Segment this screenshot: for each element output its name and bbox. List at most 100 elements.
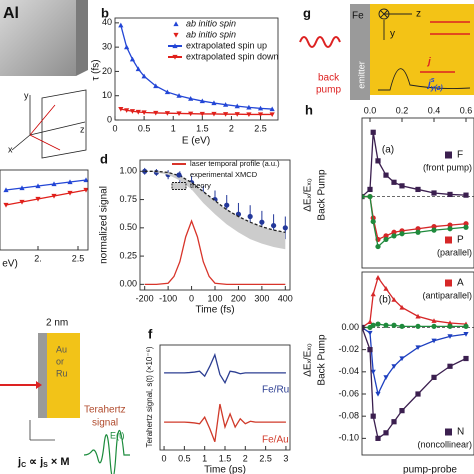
marker [211,111,217,117]
marker [51,181,57,187]
y-axis-label: Terahertz signal, s(t) (×10⁻⁶) [145,346,154,447]
legend-label: extrapolated spin down [186,51,279,61]
y-tick-label: -0.02 [338,344,359,354]
y-tick-label: 30 [102,42,112,52]
x-tick-label: 2.5 [72,253,85,263]
terahertz-label: Terahertz [84,405,126,416]
marker [391,233,397,239]
marker [246,112,252,118]
x-tick-label: 2 [229,123,234,133]
x-tick-label: 1 [202,453,207,463]
marker [173,21,179,27]
marker [399,231,405,237]
marker [415,186,421,193]
plot-area [118,22,275,118]
marker [431,318,437,323]
plot-frame [361,271,474,456]
marker [124,108,130,113]
x-tick-label: 0 [112,123,117,133]
current-arrows [420,21,470,73]
plane [41,89,87,159]
marker [431,223,437,230]
marker [247,213,253,220]
panel-label: b [101,5,109,20]
marker [176,172,182,178]
plot-area [164,352,286,443]
js-label: js y(z) [426,77,443,92]
marker [399,323,405,329]
x-axis-label: pump-probe [403,465,457,474]
annotation: ΔEₓ/Eₓ₀ [303,178,314,212]
legend-label: laser temporal profile (a.u.) [190,159,280,168]
marker [447,226,453,232]
pump-pulse [299,36,341,48]
marker [415,313,421,319]
marker [431,190,437,196]
marker [141,110,147,116]
marker [383,430,389,436]
marker [463,332,469,337]
marker [172,43,178,49]
marker [257,105,264,111]
series-line [120,25,273,110]
y-tick-label: 40 [102,17,112,27]
marker [223,112,229,117]
y-tick-label: 0.25 [119,250,137,260]
legend-label: extrapolated spin up [186,40,267,50]
marker [375,435,381,441]
formula-part: ∝ [26,456,40,468]
marker [463,323,469,329]
slab-front [0,0,76,76]
marker [415,391,421,397]
marker [153,83,159,89]
x-tick-label: 0.0 [364,105,377,115]
marker [282,225,288,231]
y-tick-label: -0.08 [338,411,359,421]
series-line [164,352,286,385]
legend-label: A [457,278,464,289]
al-sample: Al [0,0,88,76]
x-axis-label: Time (ps) [204,465,246,474]
x-tick-label: 0 [189,293,194,303]
marker [270,222,277,229]
marker [367,186,373,193]
marker [370,322,376,328]
marker [367,319,373,324]
series-line [5,189,87,206]
marker [118,22,124,28]
marker [370,129,376,135]
series-line [144,219,286,285]
formula-part: S [43,462,48,469]
marker [188,96,194,101]
legend-swatch [171,182,187,190]
marker [234,112,240,117]
marker [415,226,421,232]
legend-description: (front pump) [423,162,472,172]
marker [447,320,453,326]
marker [367,193,373,200]
vector [29,134,61,151]
series-line [164,403,286,443]
marker [153,110,159,116]
series-label: Fe/Au [262,435,289,446]
y-tick-label: 20 [102,66,112,76]
annotation: (b) [379,295,391,306]
legend-swatch [445,151,452,159]
x-tick-label: 0.4 [428,105,441,115]
x-tick-label: 0.2 [396,105,409,115]
marker [447,323,453,329]
formula-part: j [39,456,43,468]
plot-frame [114,17,279,121]
profile [378,68,471,91]
marker [224,202,230,208]
vector [29,104,56,136]
x-tick-label: 3 [283,453,288,463]
plot-frame [139,159,291,291]
legend-description: (antiparallel) [422,290,472,300]
marker [129,109,136,114]
annotation: Back Pump [317,334,328,386]
marker [383,172,389,178]
x-tick-label: -200 [136,293,154,303]
emitter-label: emitter [356,61,366,89]
y-label: y [390,29,395,40]
